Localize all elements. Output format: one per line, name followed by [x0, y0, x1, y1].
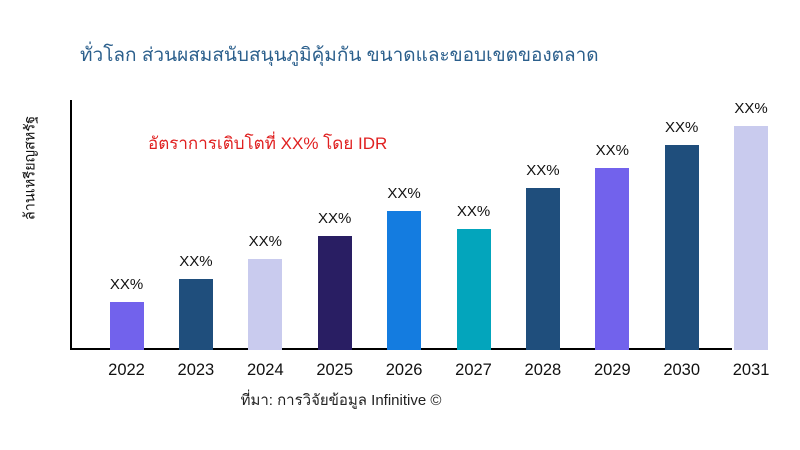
- x-tick-label-2022: 2022: [108, 361, 145, 379]
- x-tick-label-2029: 2029: [593, 361, 631, 379]
- x-tick-label-2031: 2031: [732, 361, 770, 379]
- bar-value-label-2031: XX%: [734, 100, 768, 117]
- bar-value-label-2024: XX%: [248, 233, 282, 250]
- bar-group-2024: XX% 2024: [230, 100, 300, 379]
- source-text: ที่มา: การวิจัยข้อมูล Infinitive ©: [240, 392, 442, 409]
- bar-2022: [109, 302, 144, 350]
- bar-2030: [664, 145, 699, 350]
- page-title: ทั่วโลก ส่วนผสมสนับสนุนภูมิคุ้มกัน ขนาดแ…: [80, 45, 599, 66]
- bar-value-label-2026: XX%: [387, 185, 421, 202]
- bar-value-label-2030: XX%: [665, 119, 699, 136]
- bar-group-2026: XX% 2026: [369, 100, 439, 379]
- x-tick-label-2028: 2028: [524, 361, 562, 379]
- bar-value-label-2025: XX%: [318, 210, 352, 227]
- y-axis-label: ล้านเหรียญสหรัฐ: [22, 115, 39, 221]
- x-tick-label-2023: 2023: [177, 361, 215, 379]
- bar-2026: [387, 211, 422, 350]
- bar-2023: [178, 279, 213, 350]
- bar-2031: [734, 126, 769, 350]
- bar-2027: [456, 229, 491, 350]
- bar-value-label-2027: XX%: [456, 203, 491, 220]
- bar-value-label-2028: XX%: [526, 162, 560, 179]
- x-tick-label-2030: 2030: [663, 361, 701, 379]
- bar-group-2027: XX% 2027: [439, 100, 509, 379]
- x-tick-label-2026: 2026: [385, 361, 423, 379]
- bar-group-2029: XX% 2029: [577, 100, 647, 379]
- bar-group-2028: XX% 2028: [508, 100, 578, 379]
- bar-value-label-2022: XX%: [109, 276, 144, 293]
- bar-value-label-2023: XX%: [179, 253, 213, 270]
- bar-chart: อัตราการเติบโตที่ XX% โดย IDR XX% 2022 XX%…: [70, 100, 780, 379]
- bar-group-2023: XX% 2023: [161, 100, 231, 379]
- x-tick-label-2025: 2025: [316, 361, 354, 379]
- bar-2024: [248, 259, 283, 350]
- x-tick-label-2027: 2027: [455, 361, 492, 379]
- bar-group-2030: XX% 2030: [647, 100, 717, 379]
- bar-group-2025: XX% 2025: [300, 100, 370, 379]
- bar-group-2031: XX% 2031: [716, 100, 786, 379]
- bar-2028: [525, 188, 560, 350]
- bar-value-label-2029: XX%: [595, 142, 629, 159]
- bar-group-2022: XX% 2022: [92, 100, 162, 379]
- growth-rate-annotation: อัตราการเติบโตที่ XX% โดย IDR: [148, 134, 388, 153]
- bar-2029: [595, 168, 630, 350]
- x-tick-label-2024: 2024: [246, 361, 284, 379]
- bar-2025: [317, 236, 352, 350]
